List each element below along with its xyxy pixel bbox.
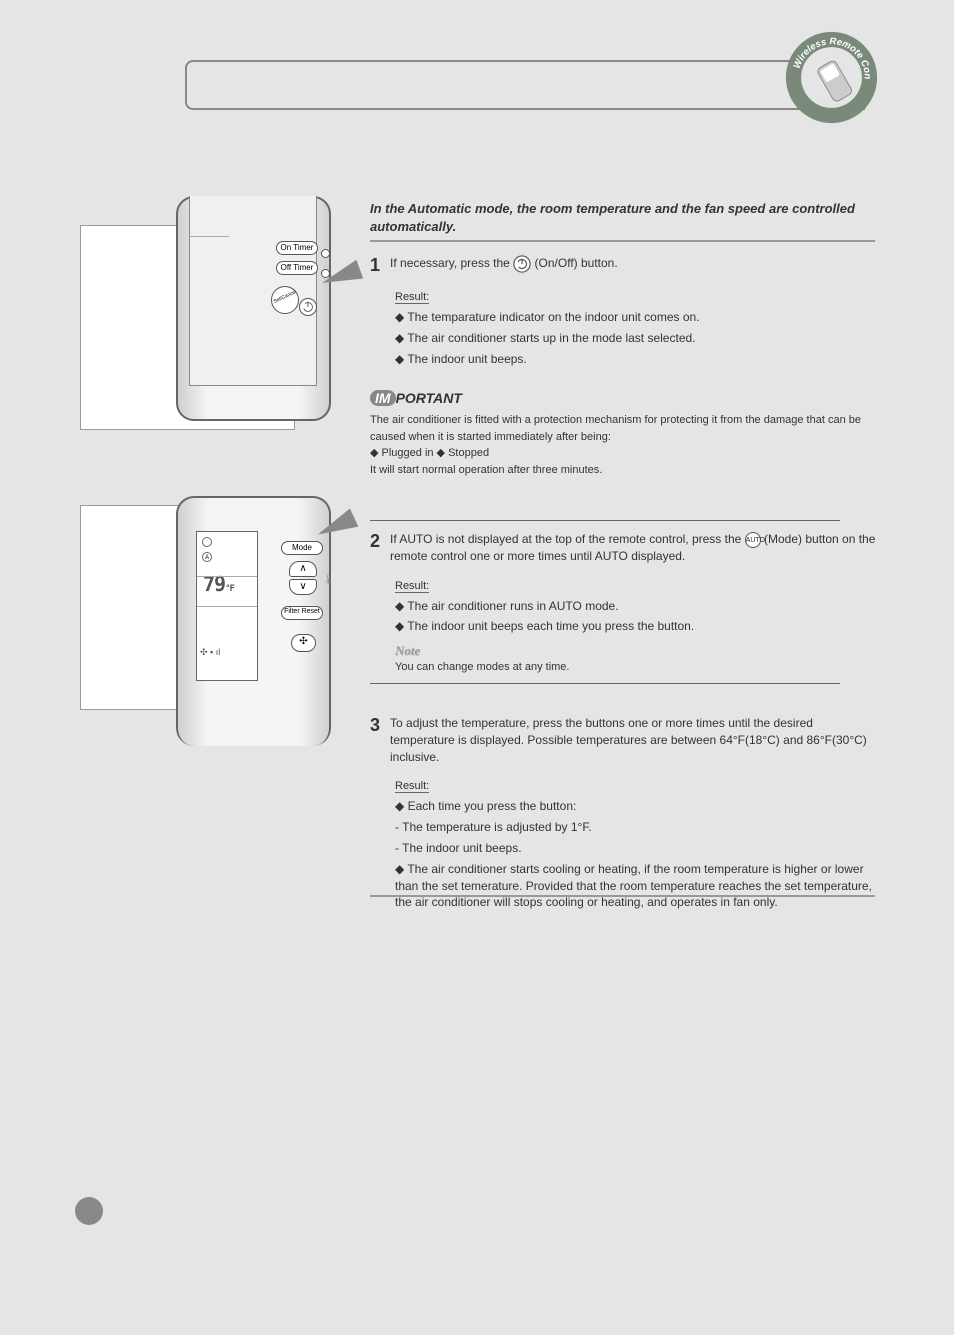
step-3-block: 3 To adjust the temperature, press the b… bbox=[370, 715, 880, 911]
screen-auto-icon: A bbox=[202, 552, 212, 562]
important-block: IMPORTANT The air conditioner is fitted … bbox=[370, 390, 880, 478]
auto-mode-icon: AUTO bbox=[745, 532, 761, 548]
step-2-divider-top bbox=[370, 520, 840, 521]
step-3-result-2: - The temperature is adjusted by 1°F. bbox=[395, 819, 880, 836]
page-frame bbox=[185, 60, 865, 110]
step-2-result-1: ◆ The air conditioner runs in AUTO mode. bbox=[395, 598, 880, 615]
intro-text: In the Automatic mode, the room temperat… bbox=[370, 200, 880, 236]
swing-button: ✣ bbox=[291, 634, 316, 652]
wireless-remote-badge: Wireless Remote Controller bbox=[784, 30, 879, 125]
important-text: The air conditioner is fitted with a pro… bbox=[370, 412, 880, 478]
step-3-divider bbox=[370, 895, 875, 897]
set-cancel-label: Set/Cancel bbox=[272, 289, 298, 305]
step-1-result-2: ◆ The air conditioner starts up in the m… bbox=[395, 330, 880, 347]
power-icon bbox=[513, 255, 531, 273]
step-1-result-label: Result: bbox=[395, 291, 429, 304]
step-1-result-3: ◆ The indoor unit beeps. bbox=[395, 351, 880, 368]
remote-illustration-1: On Timer Off Timer Set/Cancel bbox=[80, 225, 295, 430]
note-text: You can change modes at any time. bbox=[395, 661, 880, 673]
header-bar bbox=[185, 60, 865, 110]
step-2-number: 2 bbox=[370, 531, 380, 552]
step-3-result-1: ◆ Each time you press the button: bbox=[395, 798, 880, 815]
step-1-text-before: If necessary, press the bbox=[390, 256, 513, 270]
clock-icon-1 bbox=[321, 249, 330, 258]
page-number bbox=[75, 1197, 103, 1225]
note-label: Note bbox=[395, 643, 880, 659]
screen-sep-2 bbox=[197, 606, 257, 607]
important-label: IMPORTANT bbox=[370, 390, 880, 406]
filter-reset-button: Filter Reset bbox=[281, 606, 323, 620]
step-1-number: 1 bbox=[370, 255, 380, 276]
step-3-text: To adjust the temperature, press the but… bbox=[390, 715, 880, 765]
step-2-result-2: ◆ The indoor unit beeps each time you pr… bbox=[395, 618, 880, 635]
step-3-number: 3 bbox=[370, 715, 380, 736]
step-2-block: 2 If AUTO is not displayed at the top of… bbox=[370, 520, 880, 684]
step-1-result-1: ◆ The temparature indicator on the indoo… bbox=[395, 309, 880, 326]
on-timer-button: On Timer bbox=[276, 241, 318, 255]
temp-down-button: ∨ bbox=[289, 579, 317, 595]
screen-temp-unit: °F bbox=[225, 584, 234, 594]
important-prefix: IM bbox=[370, 390, 396, 406]
step-1-block: 1 If necessary, press the (On/Off) butto… bbox=[370, 255, 880, 367]
step-3-result-label: Result: bbox=[395, 780, 429, 793]
off-timer-button: Off Timer bbox=[276, 261, 318, 275]
temp-up-button: ∧ bbox=[289, 561, 317, 577]
step-1-text-after: (On/Off) button. bbox=[535, 256, 618, 270]
set-cancel-button: Set/Cancel bbox=[271, 286, 299, 314]
remote1-sep-line bbox=[189, 236, 229, 237]
step-2-text-before: If AUTO is not displayed at the top of t… bbox=[390, 532, 745, 546]
thermometer-icon: 🌡 bbox=[323, 574, 334, 585]
intro-divider bbox=[370, 240, 875, 242]
mode-button: Mode bbox=[281, 541, 323, 555]
step-1-text: If necessary, press the (On/Off) button. bbox=[390, 255, 618, 273]
remote-illustration-2: A 79°F ✣ ▪ ıl Mode ∧ ∨ 🌡 Filter Reset ✣ bbox=[80, 505, 295, 710]
note-divider bbox=[370, 683, 840, 684]
screen-sep-1 bbox=[197, 576, 257, 577]
screen-clock-icon bbox=[202, 537, 212, 547]
remote-panel-1 bbox=[189, 196, 317, 386]
step-3-result-3: - The indoor unit beeps. bbox=[395, 840, 880, 857]
step-2-result-label: Result: bbox=[395, 580, 429, 593]
important-suffix: PORTANT bbox=[396, 390, 462, 406]
power-button bbox=[299, 298, 317, 316]
step-2-text: If AUTO is not displayed at the top of t… bbox=[390, 531, 880, 565]
step-3-result-4: ◆ The air conditioner starts cooling or … bbox=[395, 861, 880, 911]
screen-mode-icons: ✣ ▪ ıl bbox=[200, 647, 220, 658]
